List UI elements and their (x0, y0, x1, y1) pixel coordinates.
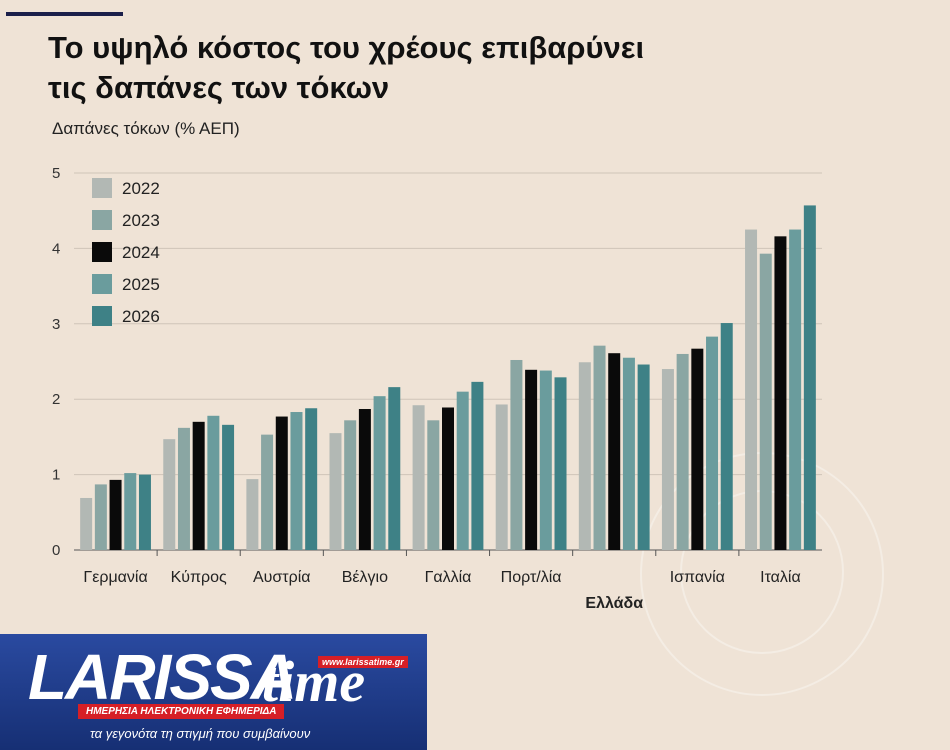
legend-label-2022: 2022 (122, 179, 160, 198)
bar-2026 (554, 377, 567, 550)
legend-swatch-2022 (92, 178, 112, 198)
bar-2024 (774, 236, 787, 550)
top-accent-rule (6, 12, 123, 16)
x-tick-label: Γερμανία (83, 569, 147, 586)
larissatime-logo: LARISSA time www.larissatime.gr ΗΜΕΡΗΣΙΑ… (0, 634, 427, 750)
bar-2023 (94, 484, 107, 550)
bar-2023 (676, 353, 689, 550)
chart-title: Το υψηλό κόστος του χρέους επιβαρύνει τι… (48, 28, 644, 108)
x-tick-label: Ισπανία (670, 569, 725, 586)
bar-2022 (80, 497, 93, 550)
bar-2023 (510, 359, 523, 550)
legend-swatch-2026 (92, 306, 112, 326)
legend-swatch-2023 (92, 210, 112, 230)
y-tick-label: 2 (52, 391, 60, 408)
legend-label-2025: 2025 (122, 275, 160, 294)
bar-2026 (803, 205, 816, 550)
bar-2026 (471, 381, 484, 550)
y-tick-label: 1 (52, 467, 60, 484)
x-tick-label: Ιταλία (760, 569, 801, 586)
bar-2025 (706, 336, 719, 550)
bar-2023 (759, 253, 772, 551)
y-tick-label: 5 (52, 165, 60, 182)
bar-2024 (358, 409, 371, 550)
bar-2022 (163, 439, 176, 550)
legend-label-2024: 2024 (122, 243, 160, 262)
logo-tagline: τα γεγονότα τη στιγμή που συμβαίνουν (90, 726, 311, 741)
bar-2025 (622, 357, 635, 550)
bar-2026 (222, 424, 235, 550)
bar-2023 (344, 420, 357, 550)
x-tick-label: Πορτ/λία (501, 569, 562, 586)
y-tick-label: 4 (52, 240, 60, 257)
bar-2024 (109, 479, 122, 550)
bar-2023 (261, 434, 274, 550)
legend-label-2026: 2026 (122, 307, 160, 326)
x-tick-label: Κύπρος (171, 569, 227, 586)
bar-2024 (608, 353, 621, 550)
legend-label-2023: 2023 (122, 211, 160, 230)
bar-2024 (691, 348, 704, 550)
x-tick-label: Βέλγιο (342, 569, 388, 586)
bar-2022 (329, 433, 342, 550)
bar-2024 (525, 369, 538, 550)
y-axis-label: Δαπάνες τόκων (% ΑΕΠ) (52, 119, 240, 138)
bar-2022 (745, 229, 758, 551)
bar-2024 (275, 416, 288, 550)
x-tick-label: Γαλλία (425, 569, 472, 586)
bar-2023 (427, 420, 440, 550)
chart-title-line-1: Το υψηλό κόστος του χρέους επιβαρύνει (48, 30, 645, 65)
logo-strip: ΗΜΕΡΗΣΙΑ ΗΛΕΚΤΡΟΝΙΚΗ ΕΦΗΜΕΡΙΔΑ (78, 704, 285, 719)
bar-chart: 0 1 2 3 4 5 Γερμανία Κύπρος Αυστρία Βέλγιο Γαλλία Π… (52, 165, 822, 612)
bar-2026 (720, 323, 733, 550)
bar-2026 (388, 387, 401, 550)
x-tick-label: Αυστρία (253, 569, 311, 586)
bar-2022 (578, 362, 591, 550)
chart-title-line-2: τις δαπάνες των τόκων (48, 70, 390, 105)
y-tick-label: 0 (52, 542, 60, 559)
bar-2025 (789, 229, 802, 551)
bar-2022 (412, 405, 425, 550)
bar-2022 (246, 479, 259, 550)
bar-2026 (138, 474, 151, 550)
bar-2025 (456, 391, 469, 550)
bar-2025 (373, 396, 386, 550)
logo-url: www.larissatime.gr (318, 656, 408, 668)
bar-2023 (177, 427, 190, 550)
bar-2022 (661, 369, 674, 550)
bar-2025 (124, 473, 137, 550)
bar-2024 (192, 421, 205, 550)
bar-2023 (593, 345, 606, 550)
logo-wordmark: LARISSA (28, 641, 297, 713)
bar-2022 (495, 404, 508, 550)
x-tick-label-highlighted: Ελλάδα (585, 595, 643, 612)
bar-2026 (305, 408, 318, 550)
legend-swatch-2025 (92, 274, 112, 294)
legend-swatch-2024 (92, 242, 112, 262)
bar-2024 (442, 407, 454, 550)
bar-2025 (290, 412, 303, 550)
bar-2025 (539, 370, 552, 550)
y-tick-label: 3 (52, 316, 60, 333)
bar-2025 (207, 415, 220, 550)
bar-2026 (637, 364, 650, 550)
